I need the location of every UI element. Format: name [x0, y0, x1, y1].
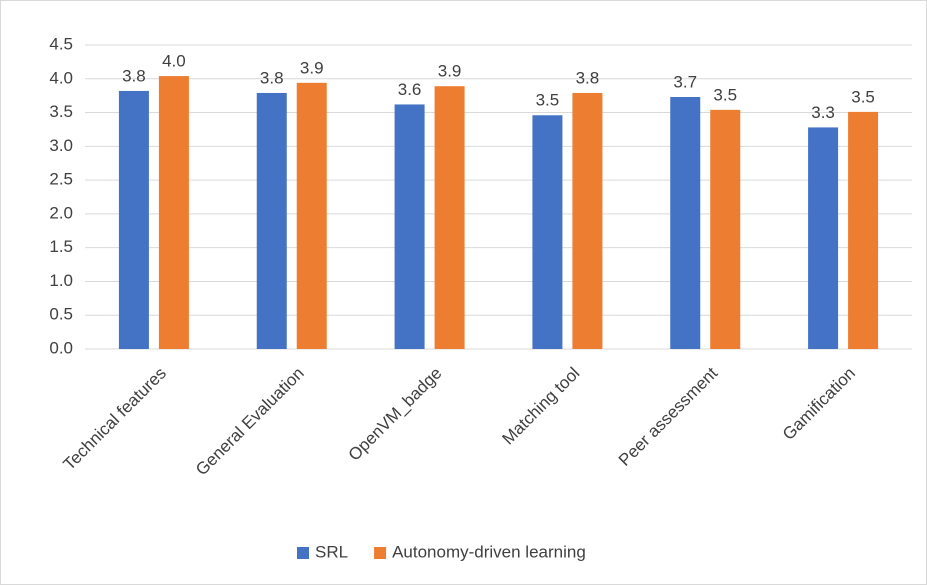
bar	[118, 90, 149, 349]
legend-label: Autonomy-driven learning	[392, 542, 586, 561]
legend-swatch	[374, 547, 387, 559]
y-tick-label: 1.5	[49, 237, 73, 256]
data-label: 3.8	[122, 66, 146, 85]
bar	[256, 92, 287, 349]
bar	[158, 76, 189, 349]
y-tick-label: 2.0	[49, 203, 73, 222]
data-label: 3.7	[673, 73, 697, 92]
data-label: 4.0	[162, 52, 186, 71]
bar	[670, 97, 701, 349]
data-label: 3.9	[300, 58, 324, 77]
y-tick-label: 4.5	[49, 34, 73, 53]
bar	[394, 104, 425, 350]
bar	[848, 111, 879, 349]
y-tick-label: 1.0	[49, 271, 73, 290]
data-label: 3.3	[811, 103, 835, 122]
y-tick-label: 4.0	[49, 68, 73, 87]
bar	[532, 115, 563, 349]
data-label: 3.6	[398, 80, 422, 99]
y-tick-label: 2.5	[49, 170, 73, 189]
legend-swatch	[297, 547, 309, 559]
y-tick-label: 3.0	[49, 136, 73, 155]
bar	[296, 82, 327, 349]
bar	[808, 127, 839, 349]
data-label: 3.8	[260, 68, 284, 87]
data-label: 3.8	[576, 68, 600, 87]
data-label: 3.5	[851, 87, 875, 106]
legend-label: SRL	[315, 542, 348, 561]
y-tick-label: 0.5	[49, 305, 73, 324]
bar	[710, 109, 741, 349]
y-tick-label: 3.5	[49, 102, 73, 121]
data-label: 3.9	[438, 62, 462, 81]
bar	[572, 92, 603, 349]
bar	[434, 86, 465, 349]
data-label: 3.5	[536, 91, 560, 110]
y-tick-label: 0.0	[49, 338, 73, 357]
data-label: 3.5	[713, 85, 737, 104]
